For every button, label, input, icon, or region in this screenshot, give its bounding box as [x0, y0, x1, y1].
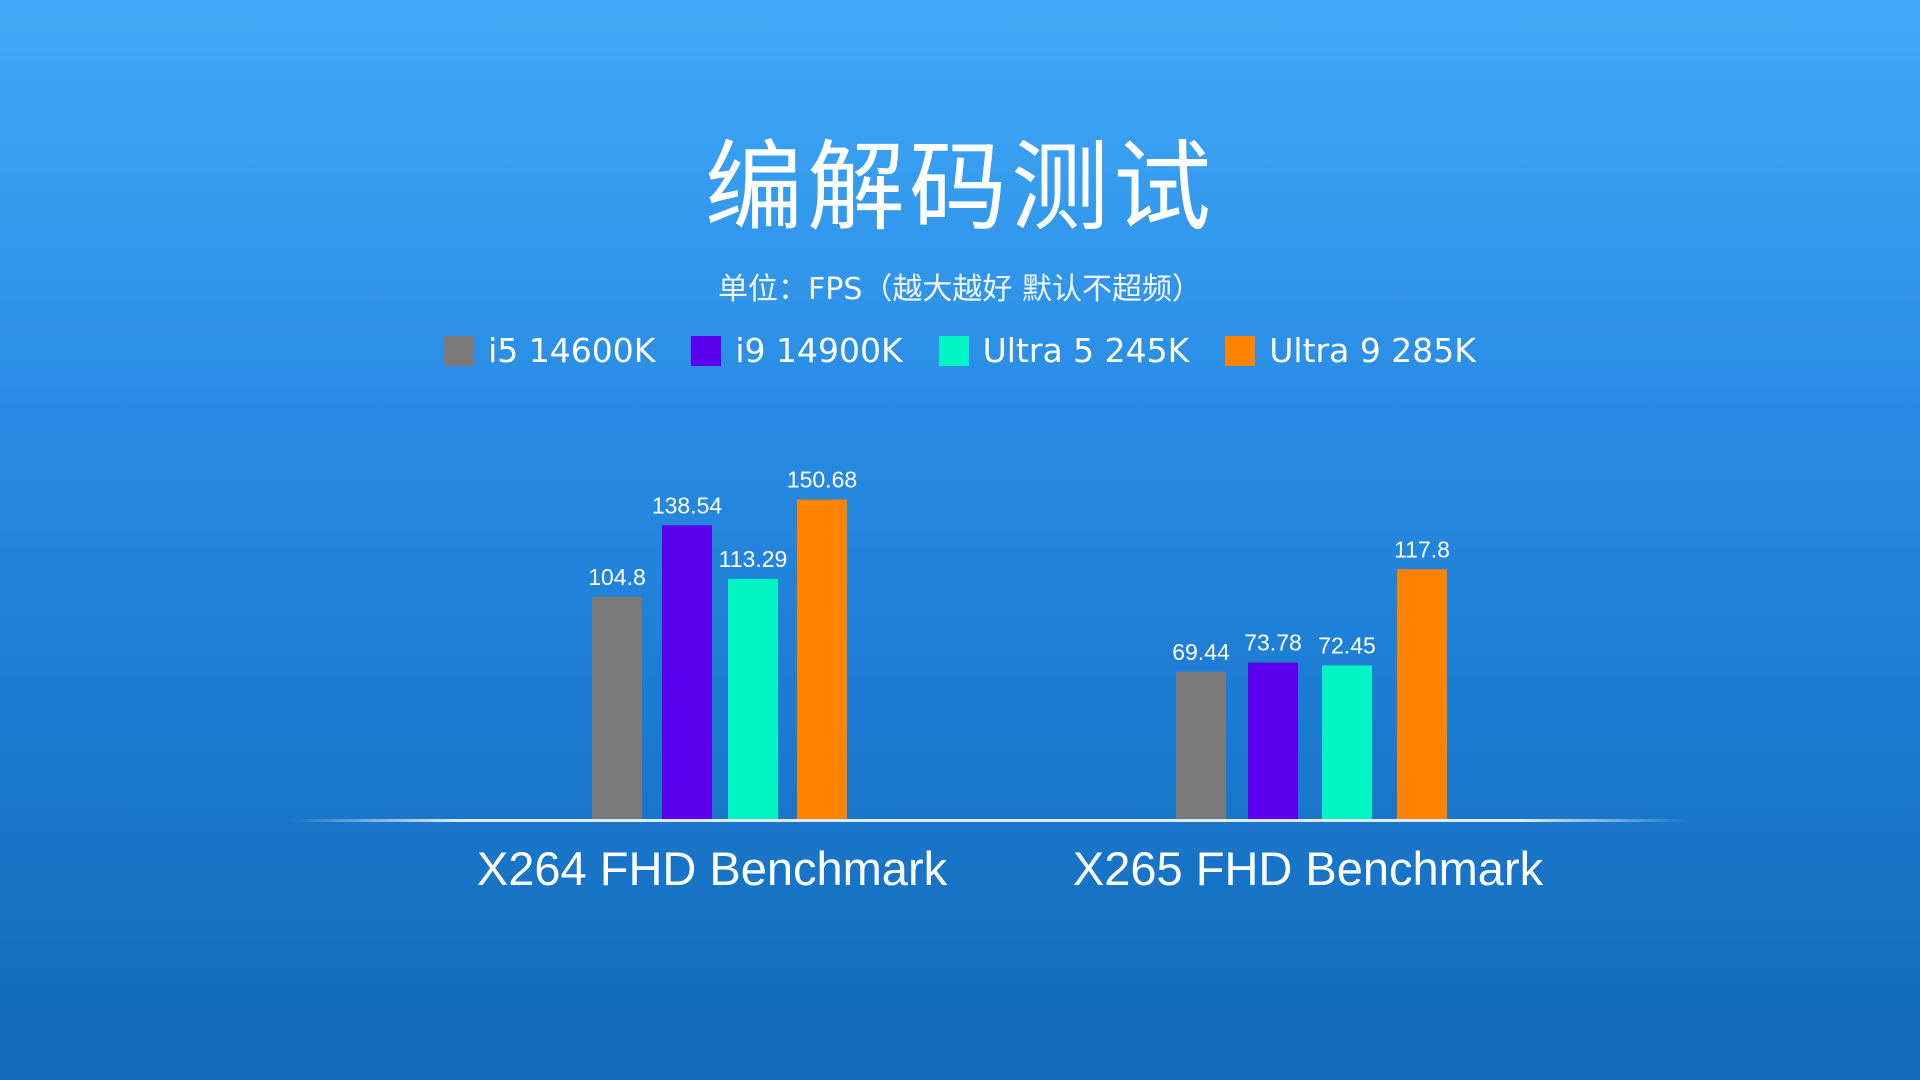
legend-label: Ultra 5 245K	[982, 331, 1190, 370]
legend-item-ultra-9-285k: Ultra 9 285K	[1225, 330, 1476, 372]
category-label-x264-fhd-benchmark: X264 FHD Benchmark	[477, 842, 948, 895]
legend-item-i5-14600k: i5 14600K	[444, 330, 655, 372]
data-label-ultra-9-285k-x265-fhd-benchmark: 117.8	[1394, 536, 1450, 562]
legend-swatch	[1225, 336, 1256, 366]
legend-label: Ultra 9 285K	[1269, 331, 1476, 370]
bar-ultra-5-245k-x265-fhd-benchmark	[1322, 665, 1372, 819]
bar-i9-14900k-x265-fhd-benchmark	[1248, 662, 1298, 819]
bar-ultra-9-285k-x264-fhd-benchmark	[797, 499, 847, 819]
legend-swatch	[691, 336, 722, 366]
bar-i9-14900k-x264-fhd-benchmark	[662, 525, 712, 819]
labels-layer: 104.8 138.54 113.29 150.68 X264 FHD Benchmar…	[477, 467, 1544, 895]
legend: i5 14600K i9 14900K Ultra 5 245K Ultra 9…	[0, 330, 1920, 372]
category-label-x265-fhd-benchmark: X265 FHD Benchmark	[1073, 842, 1544, 895]
legend-swatch	[444, 336, 475, 366]
legend-item-ultra-5-245k: Ultra 5 245K	[938, 330, 1190, 372]
bar-i5-14600k-x264-fhd-benchmark	[592, 596, 642, 819]
data-label-ultra-5-245k-x264-fhd-benchmark: 113.29	[719, 546, 788, 572]
bar-ultra-9-285k-x265-fhd-benchmark	[1397, 569, 1447, 819]
data-label-ultra-5-245k-x265-fhd-benchmark: 72.45	[1318, 632, 1376, 658]
legend-item-i9-14900k: i9 14900K	[691, 330, 903, 372]
bars-layer	[592, 499, 1447, 819]
bar-ultra-5-245k-x264-fhd-benchmark	[728, 578, 778, 819]
baseline	[290, 819, 1690, 822]
chart-title: 编解码测试	[704, 131, 1215, 245]
chart-subtitle: 单位：FPS（越大越好 默认不超频）	[718, 272, 1202, 307]
data-label-i9-14900k-x265-fhd-benchmark: 73.78	[1244, 630, 1302, 656]
legend-swatch	[938, 336, 969, 366]
legend-label: i5 14600K	[488, 331, 656, 370]
bar-i5-14600k-x265-fhd-benchmark	[1176, 671, 1226, 819]
data-label-i9-14900k-x264-fhd-benchmark: 138.54	[652, 492, 723, 518]
legend-label: i9 14900K	[735, 331, 903, 370]
data-label-ultra-9-285k-x264-fhd-benchmark: 150.68	[787, 467, 857, 493]
data-label-i5-14600k-x265-fhd-benchmark: 69.44	[1172, 639, 1230, 665]
data-label-i5-14600k-x264-fhd-benchmark: 104.8	[588, 564, 646, 590]
